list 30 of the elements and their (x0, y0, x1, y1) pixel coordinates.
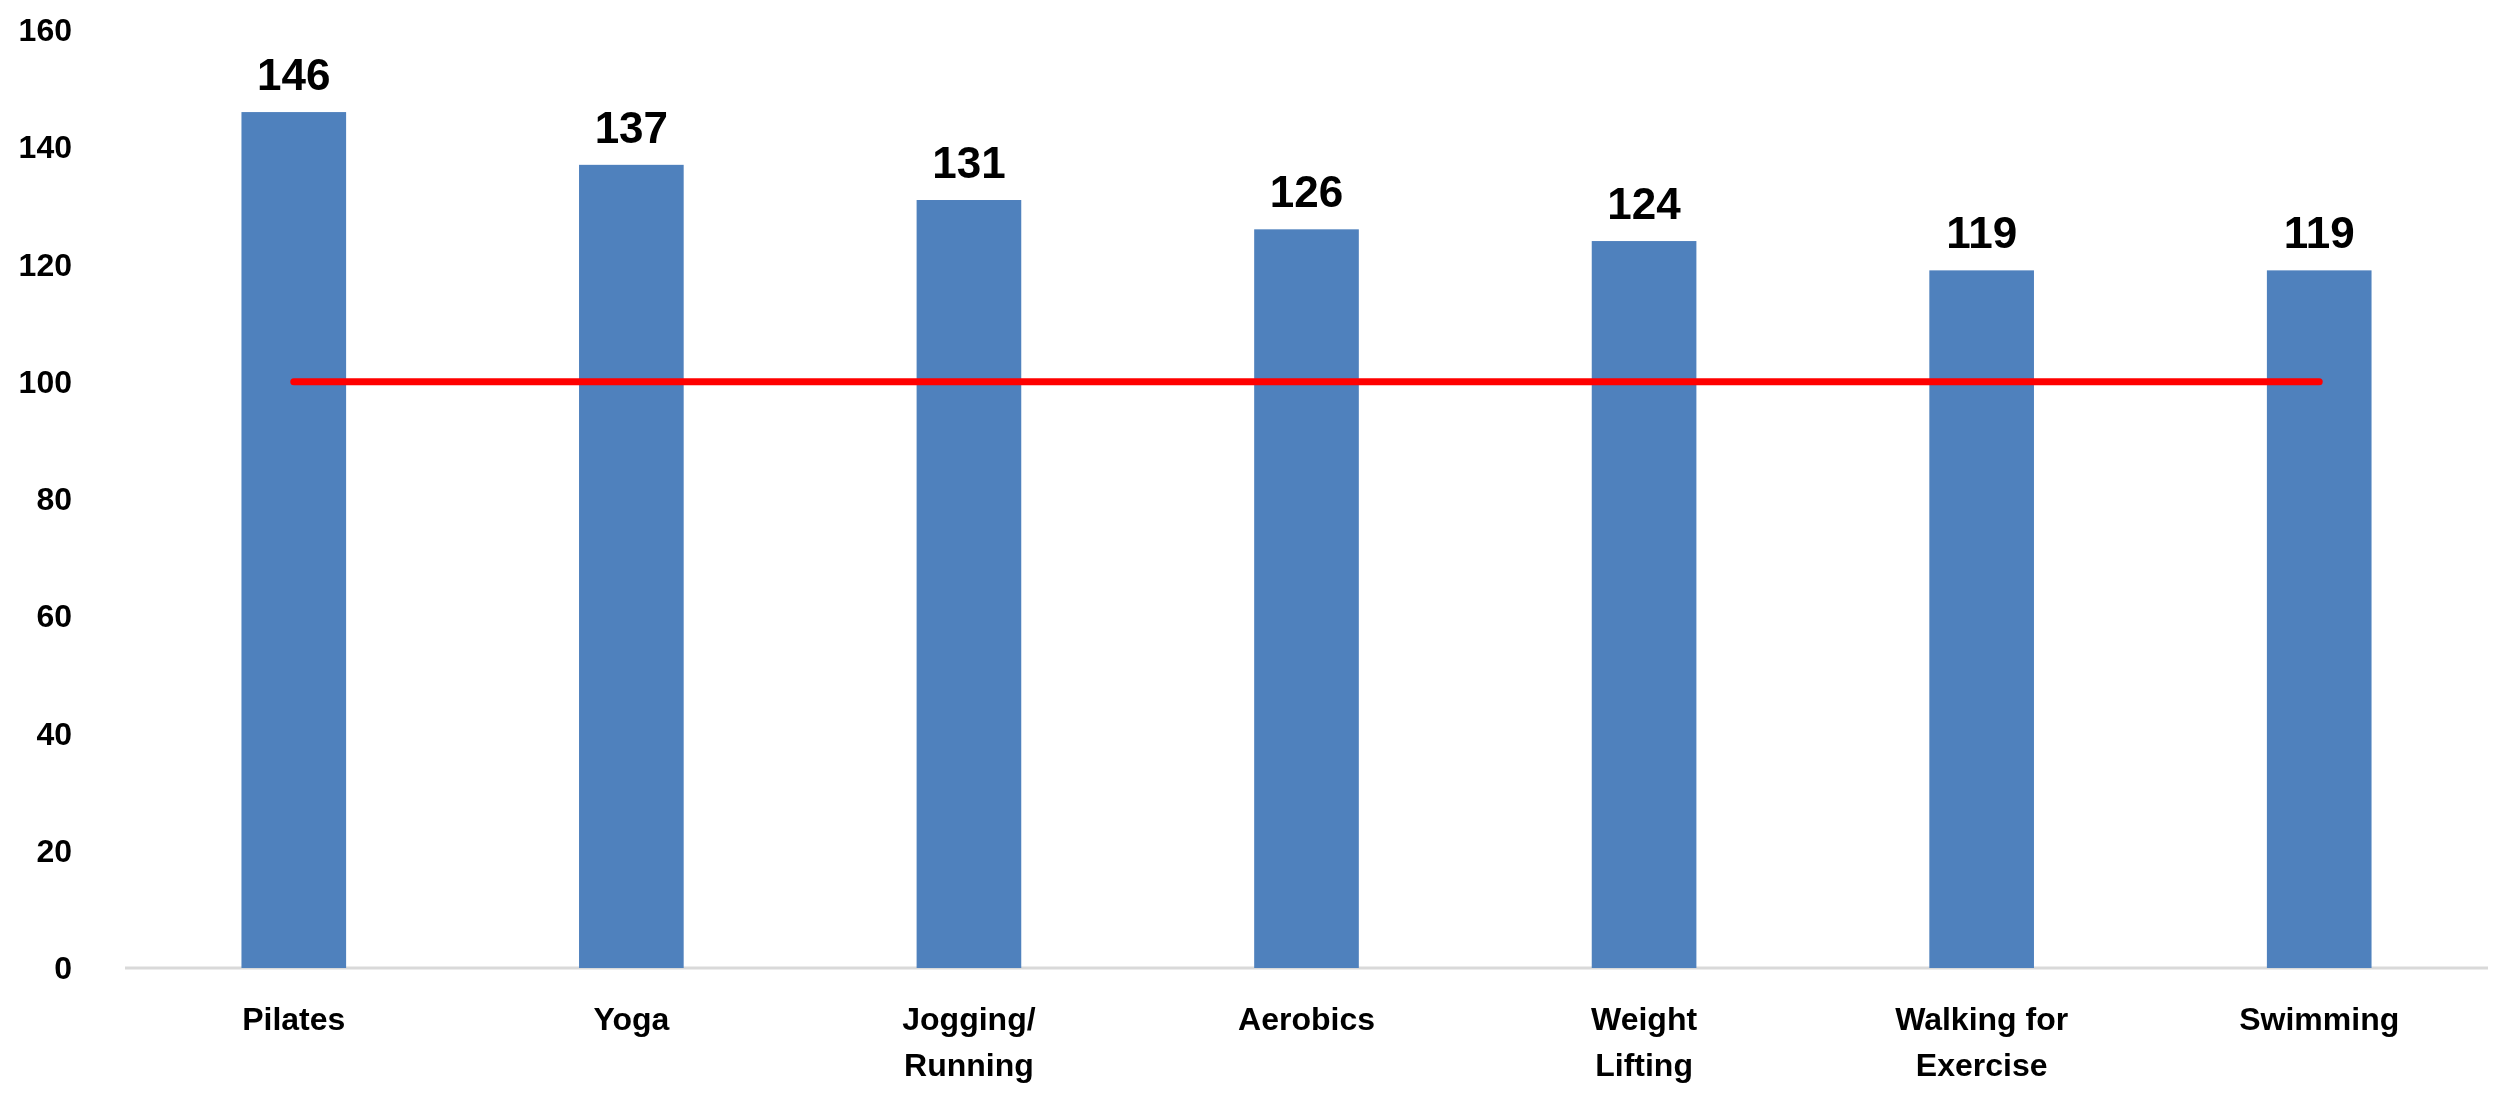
data-label: 137 (594, 102, 669, 152)
y-tick-label: 160 (18, 12, 72, 49)
x-tick-label: Jogging/ Running (902, 1001, 1036, 1083)
bar (1929, 270, 2034, 968)
data-label: 146 (257, 50, 331, 100)
x-tick-label: Aerobics (1238, 1001, 1375, 1037)
y-tick-label: 100 (18, 363, 72, 400)
data-label: 119 (1946, 208, 2018, 258)
x-tick-label: Yoga (593, 1001, 670, 1037)
bar (2266, 270, 2372, 968)
bar (916, 200, 1022, 968)
bar (579, 164, 684, 968)
y-tick-label: 0 (54, 950, 72, 987)
x-tick-label: Pilates (242, 1001, 346, 1037)
y-tick-label: 140 (18, 129, 72, 166)
x-tick-label: Walking for Exercise (1895, 1001, 2069, 1083)
x-tick-label: Swimming (2239, 1001, 2400, 1037)
data-label: 119 (2283, 208, 2355, 258)
data-label: 131 (932, 138, 1006, 188)
y-tick-label: 120 (18, 246, 72, 283)
x-tick-label: Weight Lifting (1591, 1001, 1698, 1083)
data-label: 124 (1607, 179, 1682, 229)
y-tick-label: 80 (36, 481, 72, 518)
y-tick-label: 20 (36, 832, 72, 869)
bar (1254, 229, 1359, 968)
y-tick-label: 40 (36, 715, 72, 752)
bar (1591, 241, 1697, 968)
bar (241, 112, 347, 968)
y-tick-label: 60 (36, 598, 72, 635)
data-label: 126 (1269, 167, 1344, 217)
